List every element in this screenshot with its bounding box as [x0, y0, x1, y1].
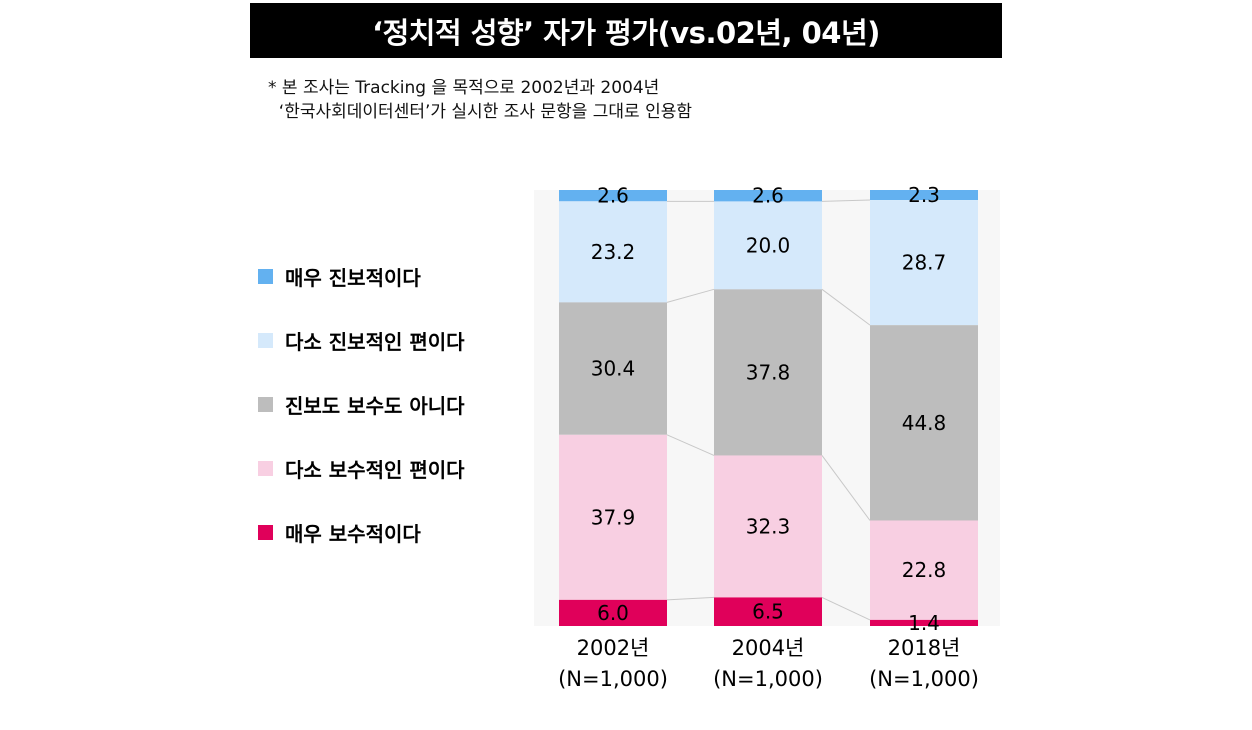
legend-label: 매우 진보적이다 — [285, 266, 421, 290]
category-sample-size: (N=1,000) — [713, 667, 823, 691]
bar-segment — [714, 201, 822, 290]
data-label: 44.8 — [902, 411, 947, 435]
bar-segment — [714, 289, 822, 456]
legend-label: 매우 보수적이다 — [285, 522, 421, 546]
survey-note-line-1: * 본 조사는 Tracking 을 목적으로 2002년과 2004년 — [268, 78, 660, 98]
bar-segment — [559, 434, 667, 600]
series-connector-line — [821, 455, 871, 521]
survey-note-line-2: ‘한국사회데이터센터’가 실시한 조사 문항을 그대로 인용함 — [268, 102, 692, 122]
legend-label: 다소 진보적인 편이다 — [285, 330, 465, 354]
legend-swatch — [258, 461, 273, 476]
data-label: 2.6 — [597, 184, 629, 208]
series-connector-line — [666, 288, 715, 303]
data-label: 2.6 — [752, 184, 784, 208]
legend-label: 다소 보수적인 편이다 — [285, 458, 465, 482]
data-label: 30.4 — [591, 357, 636, 381]
data-label: 32.3 — [746, 514, 791, 538]
data-label: 6.0 — [597, 601, 629, 625]
chart-title: ‘정치적 성향’ 자가 평가(vs.02년, 04년) — [250, 3, 1002, 58]
bar-segment — [559, 201, 667, 303]
legend-item: 매우 진보적이다 — [258, 262, 421, 291]
bar-segment — [559, 190, 667, 202]
data-label: 37.8 — [746, 360, 791, 384]
bar-segment — [714, 455, 822, 598]
legend-label: 진보도 보수도 아니다 — [285, 394, 465, 418]
legend-swatch — [258, 525, 273, 540]
data-label: 1.4 — [908, 611, 940, 635]
category-sample-size: (N=1,000) — [558, 667, 668, 691]
legend-item: 다소 진보적인 편이다 — [258, 326, 465, 355]
bar-segment — [870, 200, 978, 326]
bar-segment — [870, 619, 978, 626]
series-connector-line — [821, 288, 871, 326]
legend-swatch — [258, 397, 273, 412]
legend-item: 매우 보수적이다 — [258, 518, 421, 547]
data-label: 22.8 — [902, 558, 947, 582]
bar-segment — [559, 599, 667, 626]
category-label: 2002년 — [577, 636, 650, 660]
data-label: 6.5 — [752, 600, 784, 624]
data-label: 37.9 — [591, 505, 636, 529]
legend-swatch — [258, 269, 273, 284]
bar-segment — [559, 302, 667, 435]
category-label: 2004년 — [732, 636, 805, 660]
bar-segment — [870, 325, 978, 521]
data-label: 28.7 — [902, 251, 947, 275]
data-label: 23.2 — [591, 240, 636, 264]
series-connector-line — [666, 434, 715, 456]
survey-note: * 본 조사는 Tracking 을 목적으로 2002년과 2004년 ‘한국… — [268, 76, 692, 124]
series-connector-line — [821, 199, 871, 202]
category-sample-size: (N=1,000) — [869, 667, 979, 691]
series-connector-line — [666, 596, 715, 601]
category-label: 2018년 — [888, 636, 961, 660]
bar-segment — [870, 520, 978, 620]
legend-item: 다소 보수적인 편이다 — [258, 454, 465, 483]
series-connector-line — [821, 596, 871, 621]
data-label: 2.3 — [908, 183, 940, 207]
legend-item: 진보도 보수도 아니다 — [258, 390, 465, 419]
bar-segment — [714, 597, 822, 626]
data-label: 20.0 — [746, 233, 791, 257]
legend-swatch — [258, 333, 273, 348]
bar-segment — [714, 190, 822, 202]
bar-segment — [870, 190, 978, 201]
